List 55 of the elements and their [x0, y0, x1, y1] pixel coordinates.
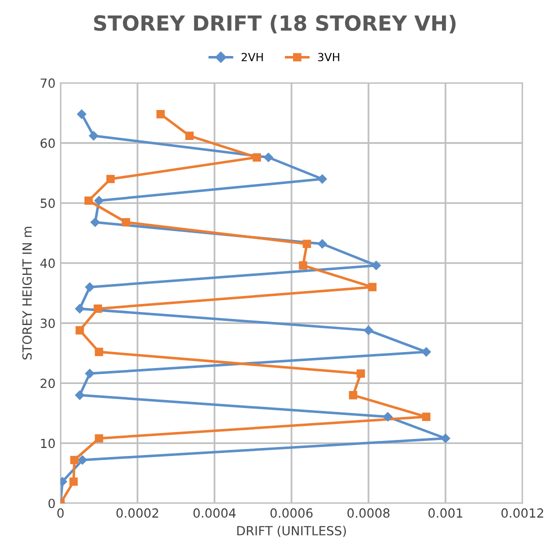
- point: [318, 174, 327, 184]
- point: [78, 455, 88, 465]
- y-tick-label: 40: [40, 258, 55, 268]
- point: [422, 412, 430, 421]
- point: [106, 174, 115, 184]
- point: [356, 369, 365, 378]
- point: [364, 326, 374, 335]
- point: [94, 434, 104, 443]
- y-tick-label: 60: [40, 138, 55, 148]
- point: [94, 196, 104, 206]
- x-tick-label: 0: [57, 508, 64, 518]
- y-tick-label: 50: [40, 198, 55, 208]
- y-tick-label: 70: [40, 78, 55, 88]
- y-tick-label: 30: [40, 318, 55, 328]
- legend-label: 2VH: [242, 52, 263, 62]
- point: [88, 131, 98, 140]
- point: [440, 434, 450, 444]
- point: [264, 152, 274, 162]
- x-axis-title: DRIFT (UNITLESS): [237, 526, 346, 537]
- x-tick-label: 0.0002: [116, 508, 158, 518]
- x-tick-label: 0.0008: [347, 508, 390, 518]
- x-tick-label: 0.001: [428, 508, 462, 518]
- point: [252, 153, 262, 162]
- point: [348, 390, 358, 400]
- point: [70, 456, 79, 464]
- point: [77, 110, 86, 119]
- point: [302, 240, 312, 248]
- point: [185, 132, 194, 140]
- point: [383, 412, 392, 422]
- point: [85, 282, 94, 292]
- point: [318, 239, 327, 248]
- point: [422, 347, 431, 357]
- point: [94, 304, 102, 313]
- point: [368, 282, 377, 292]
- chart-title: STOREY DRIFT (18 STOREY VH): [94, 14, 456, 34]
- point: [90, 218, 100, 227]
- y-tick-label: 20: [40, 378, 55, 388]
- legend-label: 3VH: [318, 52, 340, 62]
- point: [298, 261, 308, 270]
- x-tick-label: 0.0004: [193, 508, 236, 518]
- point: [76, 326, 84, 334]
- point: [85, 368, 94, 378]
- point: [156, 110, 165, 118]
- y-tick-label: 0: [48, 498, 55, 508]
- point: [94, 348, 104, 356]
- point: [372, 260, 381, 270]
- point: [84, 196, 93, 205]
- point: [122, 218, 130, 226]
- y-axis-title: STOREY HEIGHT IN m: [22, 226, 32, 360]
- point: [75, 304, 84, 314]
- point: [75, 390, 84, 400]
- y-tick-label: 10: [41, 438, 55, 448]
- x-tick-label: 0.0006: [270, 508, 313, 518]
- x-tick-label: 0.0012: [501, 508, 544, 518]
- point: [69, 477, 78, 486]
